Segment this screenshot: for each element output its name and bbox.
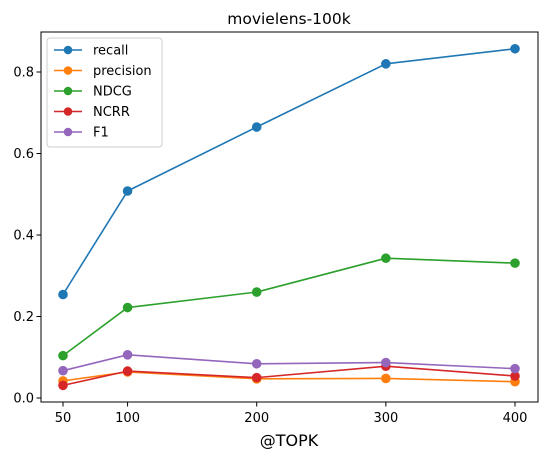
legend-marker bbox=[64, 128, 73, 137]
data-point-ndcg bbox=[511, 259, 520, 268]
legend-label: NDCG bbox=[93, 85, 132, 100]
x-tick-label: 400 bbox=[503, 411, 528, 426]
data-point-f1 bbox=[59, 366, 68, 375]
legend-label: F1 bbox=[93, 126, 109, 141]
data-point-recall bbox=[511, 44, 520, 53]
x-tick-label: 50 bbox=[55, 411, 72, 426]
legend-label: NCRR bbox=[93, 105, 130, 120]
data-point-recall bbox=[59, 290, 68, 299]
data-point-ndcg bbox=[59, 351, 68, 360]
data-point-precision bbox=[382, 374, 391, 383]
data-point-recall bbox=[123, 187, 132, 196]
data-point-ncrr bbox=[123, 367, 132, 376]
y-tick-label: 0.0 bbox=[13, 392, 34, 407]
x-tick-label: 200 bbox=[244, 411, 269, 426]
y-tick-label: 0.8 bbox=[13, 66, 34, 81]
data-point-ndcg bbox=[382, 254, 391, 263]
x-tick-label: 300 bbox=[373, 411, 398, 426]
data-point-f1 bbox=[123, 351, 132, 360]
data-point-ncrr bbox=[252, 373, 261, 382]
y-tick-label: 0.6 bbox=[13, 147, 34, 162]
legend-label: recall bbox=[93, 44, 128, 59]
x-tick-label: 100 bbox=[115, 411, 140, 426]
y-axis: 0.0 0.2 0.4 0.6 0.8 bbox=[13, 66, 41, 407]
data-point-f1 bbox=[511, 364, 520, 373]
legend: recall precision NDCG NCRR F1 bbox=[47, 38, 162, 147]
data-point-ndcg bbox=[123, 303, 132, 312]
data-point-ndcg bbox=[252, 288, 261, 297]
data-point-f1 bbox=[382, 358, 391, 367]
chart-title: movielens-100k bbox=[227, 10, 351, 28]
y-tick-label: 0.4 bbox=[13, 229, 34, 244]
data-point-recall bbox=[252, 123, 261, 132]
data-point-ncrr bbox=[59, 381, 68, 390]
x-axis: 50 100 200 300 400 bbox=[55, 402, 528, 426]
legend-label: precision bbox=[93, 64, 152, 79]
legend-marker bbox=[64, 66, 73, 75]
legend-marker bbox=[64, 107, 73, 116]
x-axis-label: @TOPK bbox=[260, 431, 319, 450]
data-point-recall bbox=[382, 60, 391, 69]
data-point-f1 bbox=[252, 359, 261, 368]
y-tick-label: 0.2 bbox=[13, 310, 34, 325]
legend-marker bbox=[64, 87, 73, 96]
legend-marker bbox=[64, 46, 73, 55]
